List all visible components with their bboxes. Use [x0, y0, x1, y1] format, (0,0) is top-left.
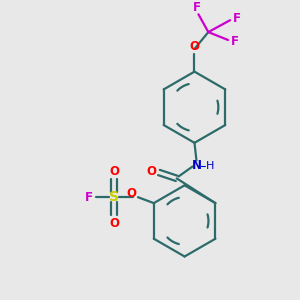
Text: F: F — [193, 1, 200, 14]
Text: O: O — [109, 165, 119, 178]
Text: F: F — [233, 12, 241, 25]
Text: F: F — [85, 191, 92, 204]
Text: F: F — [231, 35, 239, 49]
Text: O: O — [109, 218, 119, 230]
Text: O: O — [190, 40, 200, 53]
Text: H: H — [206, 160, 214, 171]
Text: O: O — [126, 187, 136, 200]
Text: N: N — [191, 159, 202, 172]
Text: O: O — [146, 165, 156, 178]
Text: S: S — [109, 190, 119, 204]
